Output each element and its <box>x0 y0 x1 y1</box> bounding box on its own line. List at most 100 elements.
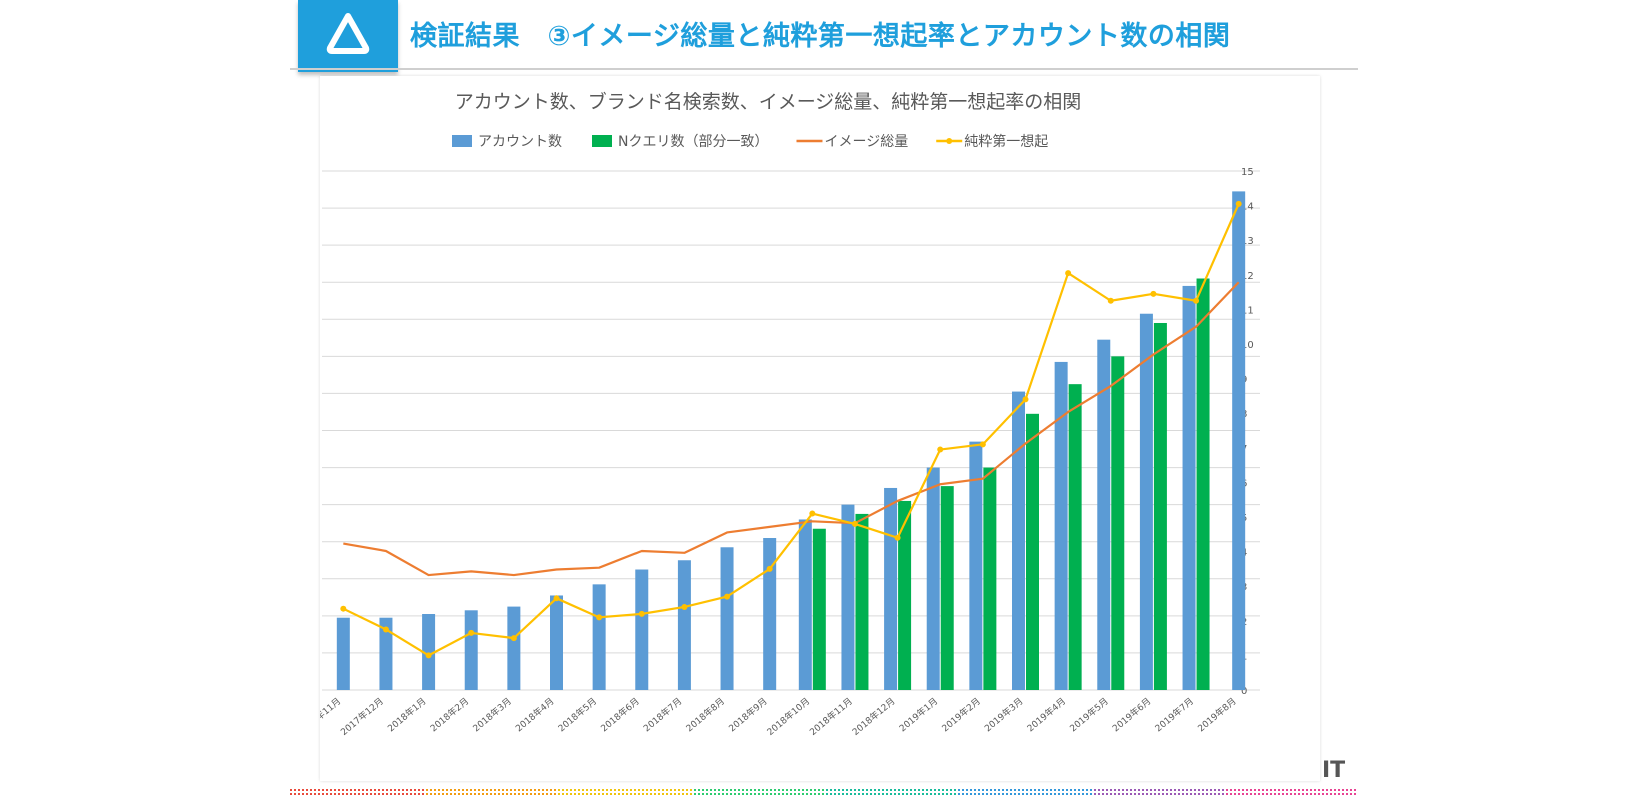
footer-dot <box>630 789 632 791</box>
footer-dot <box>358 793 360 795</box>
footer-dot <box>802 789 804 791</box>
footer-dot <box>454 789 456 791</box>
footer-dot <box>1074 789 1076 791</box>
footer-dot <box>1342 793 1344 795</box>
footer-dot <box>902 789 904 791</box>
footer-dot <box>598 789 600 791</box>
footer-dot <box>1034 789 1036 791</box>
footer-dot <box>1002 789 1004 791</box>
footer-dot <box>710 793 712 795</box>
footer-dot <box>574 793 576 795</box>
footer-dot <box>850 793 852 795</box>
footer-dot <box>1102 789 1104 791</box>
bar <box>677 560 691 690</box>
footer-dot <box>786 793 788 795</box>
footer-dot <box>526 793 528 795</box>
footer-dot <box>678 789 680 791</box>
footer-dot <box>614 793 616 795</box>
footer-dot <box>658 789 660 791</box>
footer-dot <box>1226 793 1228 795</box>
footer-dot <box>1266 793 1268 795</box>
footer-dot <box>1226 789 1228 791</box>
footer-dot <box>770 789 772 791</box>
footer-dot <box>354 789 356 791</box>
footer-dot <box>1046 789 1048 791</box>
footer-dot <box>750 789 752 791</box>
footer-dot <box>1314 793 1316 795</box>
bar <box>1097 339 1111 690</box>
footer-dot <box>1338 789 1340 791</box>
footer-dot <box>1302 789 1304 791</box>
footer-dot <box>874 789 876 791</box>
footer-dot <box>550 793 552 795</box>
footer-dot <box>326 793 328 795</box>
right-tick-label: 12 <box>1241 271 1254 282</box>
footer-dot <box>390 793 392 795</box>
footer-dot <box>962 789 964 791</box>
footer-dot <box>1298 789 1300 791</box>
footer-dot <box>1058 793 1060 795</box>
footer-dot <box>1278 789 1280 791</box>
footer-dot <box>530 789 532 791</box>
footer-dot <box>1194 793 1196 795</box>
footer-dot <box>742 793 744 795</box>
footer-dot <box>522 793 524 795</box>
footer-dot <box>1318 793 1320 795</box>
footer-dot <box>418 793 420 795</box>
footer-dot <box>414 789 416 791</box>
footer-dot <box>754 789 756 791</box>
footer-dot <box>1354 789 1356 791</box>
footer-dot <box>550 789 552 791</box>
footer-dot <box>534 789 536 791</box>
legend-marker-3 <box>946 138 953 144</box>
footer-dot <box>1070 793 1072 795</box>
footer-dot <box>1166 789 1168 791</box>
footer-dot <box>482 789 484 791</box>
footer-dot <box>570 793 572 795</box>
footer-dot <box>302 793 304 795</box>
x-tick-label: 2018年9月 <box>726 695 769 734</box>
data-point <box>809 510 816 517</box>
footer-dot <box>370 789 372 791</box>
footer-dot <box>1118 789 1120 791</box>
footer-dot <box>730 793 732 795</box>
footer-dot <box>738 793 740 795</box>
footer-dot <box>726 789 728 791</box>
footer-dot <box>1186 789 1188 791</box>
footer-dot <box>1030 789 1032 791</box>
legend-swatch-0 <box>452 135 472 147</box>
footer-dot <box>934 793 936 795</box>
footer-dot <box>462 789 464 791</box>
footer-dot <box>510 789 512 791</box>
footer-dot <box>366 789 368 791</box>
footer-dot <box>418 789 420 791</box>
bar <box>1153 322 1167 690</box>
footer-dot <box>1286 789 1288 791</box>
footer-dot <box>1346 789 1348 791</box>
footer-dot <box>838 793 840 795</box>
footer-dot <box>1250 789 1252 791</box>
footer-dot <box>950 793 952 795</box>
bar <box>1196 278 1210 690</box>
footer-dot <box>798 793 800 795</box>
footer-dot <box>686 793 688 795</box>
footer-dot <box>1314 789 1316 791</box>
footer-dot <box>1074 793 1076 795</box>
footer-dot <box>894 789 896 791</box>
footer-dot <box>838 789 840 791</box>
footer-dot <box>930 789 932 791</box>
footer-dot <box>1322 793 1324 795</box>
bar <box>422 614 436 690</box>
footer-dot <box>1158 789 1160 791</box>
bar <box>507 606 521 690</box>
footer-dot <box>814 793 816 795</box>
footer-dot <box>834 793 836 795</box>
footer-dot <box>946 793 948 795</box>
footer-dot <box>382 793 384 795</box>
footer-dot <box>994 793 996 795</box>
footer-dot <box>1054 793 1056 795</box>
footer-dot <box>718 793 720 795</box>
bar <box>379 617 393 690</box>
footer-dot <box>1010 793 1012 795</box>
footer-dot <box>518 789 520 791</box>
